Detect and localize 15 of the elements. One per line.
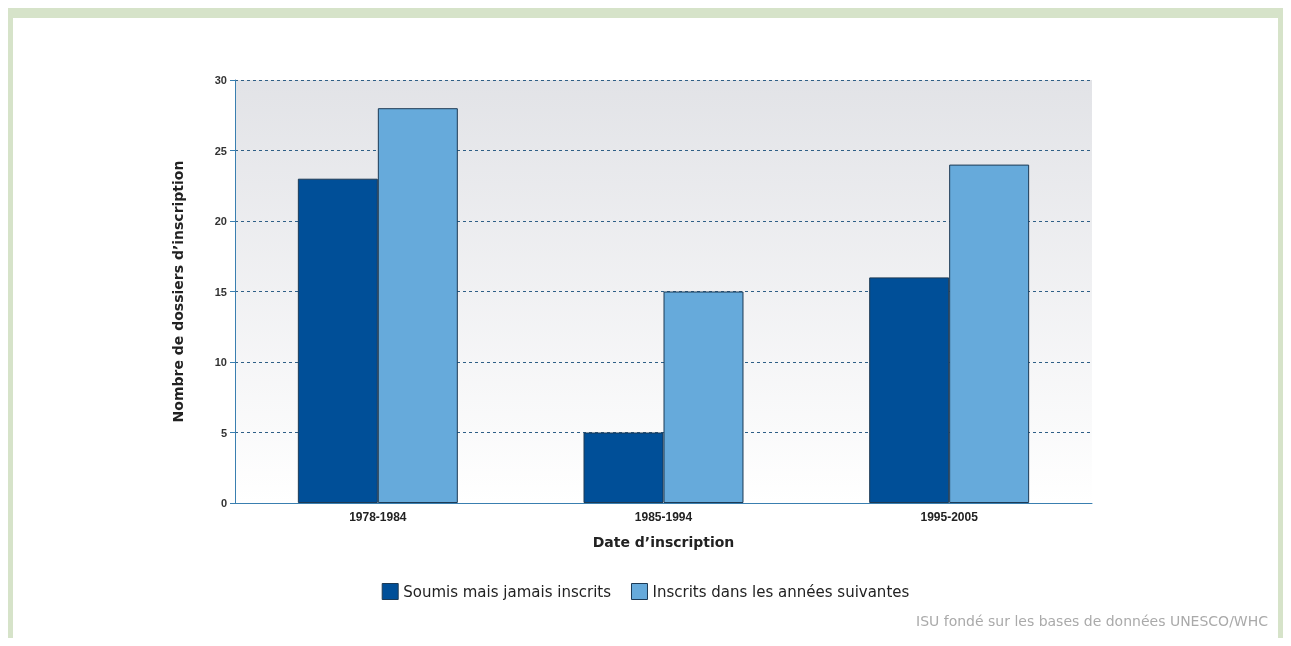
y-tick-label: 15 (214, 285, 227, 298)
text: ISU fondé sur les bases de données UNESCO/WHC (916, 613, 1269, 629)
y-tick-label: 5 (220, 426, 227, 439)
y-tick-label: 25 (214, 144, 227, 157)
x-tick-label: 1978-1984 (349, 510, 407, 524)
y-tick-label: 10 (214, 356, 227, 368)
y-tick-label: 0 (220, 497, 227, 509)
legend-label: Soumis mais jamais inscrits (403, 582, 612, 601)
x-tick-label: 1995-2005 (920, 510, 979, 524)
x-axis-title: Date d’inscription (592, 534, 735, 550)
y-axis-title: Nombre de dossiers d’inscription (170, 160, 186, 423)
y-tick-label: 20 (214, 215, 227, 227)
x-tick-label: 1985-1994 (634, 510, 693, 524)
legend-label: Inscrits dans les années suivantes (652, 582, 910, 601)
y-tick-label: 30 (214, 74, 227, 86)
